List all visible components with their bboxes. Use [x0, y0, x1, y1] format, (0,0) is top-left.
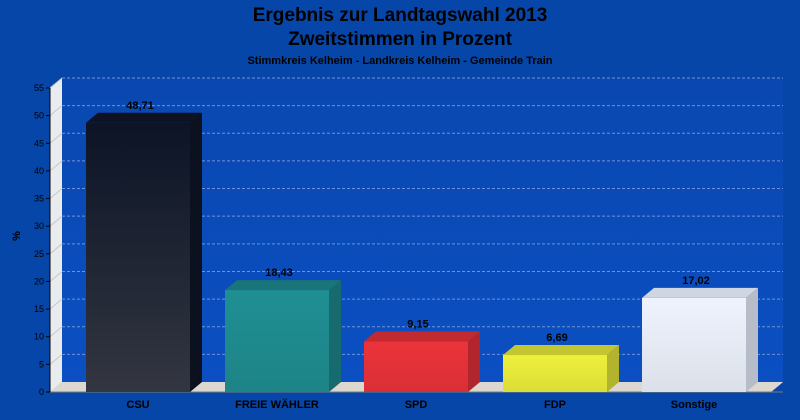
y-tick-label: 15 — [34, 304, 44, 314]
y-tick-label: 10 — [34, 332, 44, 342]
y-tick-label: 50 — [34, 111, 44, 121]
grid-line-side — [49, 188, 63, 199]
bar-side — [190, 112, 202, 393]
x-tick-label: Sonstige — [671, 399, 717, 411]
y-axis: 0 5 10 15 20 25 30 35 40 45 50 55 — [34, 83, 51, 397]
bars: 48,71 18,43 9,15 6,69 17,02 — [86, 100, 758, 393]
x-tick-label: FDP — [544, 399, 566, 411]
grid-line-side — [49, 298, 63, 310]
bar-top — [503, 345, 619, 356]
bar — [225, 280, 341, 392]
bar — [86, 112, 202, 393]
bar-front — [86, 122, 190, 393]
bar-side — [607, 345, 619, 392]
chart-title: Ergebnis zur Landtagswahl 2013 — [252, 5, 548, 26]
y-tick-label: 20 — [34, 276, 44, 286]
y-tick-label: 0 — [39, 387, 44, 397]
bar-front — [503, 355, 607, 392]
bar-top — [225, 280, 341, 291]
bar-side — [329, 280, 341, 392]
bar-front — [642, 297, 746, 392]
bar-side — [468, 331, 480, 392]
grid-line-side — [49, 77, 63, 89]
grid-line-side — [49, 271, 63, 282]
bar-value-label: 17,02 — [682, 275, 710, 287]
y-tick-label: 40 — [34, 166, 44, 176]
grid-line-side — [49, 243, 63, 255]
bar-top — [86, 112, 202, 123]
bar-side — [746, 287, 758, 392]
bar-front — [225, 290, 329, 392]
bar-value-label: 18,43 — [265, 267, 293, 279]
chart-caption: Stimmkreis Kelheim - Landkreis Kelheim -… — [247, 55, 553, 67]
y-tick-label: 30 — [34, 221, 44, 231]
x-axis: CSU FREIE WÄHLER SPD FDP Sonstige — [126, 398, 717, 411]
y-tick-label: 5 — [39, 359, 44, 369]
y-tick-label: 25 — [34, 249, 44, 259]
grid-line-side — [49, 132, 63, 144]
grid-line-side — [49, 353, 63, 365]
bar — [364, 331, 480, 392]
plot-side-wall — [50, 78, 62, 392]
x-tick-label: CSU — [126, 399, 149, 411]
bar-front — [364, 341, 468, 392]
bar-value-label: 48,71 — [126, 100, 154, 112]
chart-subtitle: Zweitstimmen in Prozent — [288, 29, 512, 50]
bar-top — [364, 331, 480, 342]
y-tick-label: 45 — [34, 138, 44, 148]
bar-value-label: 9,15 — [407, 318, 428, 330]
bar — [503, 345, 619, 392]
bar — [642, 287, 758, 392]
grid-line-side — [49, 160, 63, 172]
x-tick-label: SPD — [405, 399, 428, 411]
x-tick-label: FREIE WÄHLER — [235, 398, 319, 411]
grid-line-side — [49, 215, 63, 227]
y-tick-label: 35 — [34, 194, 44, 204]
y-tick-label: 55 — [34, 83, 44, 93]
y-axis-label: % — [11, 231, 23, 241]
bar-value-label: 6,69 — [546, 332, 567, 344]
grid-line-side — [49, 326, 63, 338]
bar-top — [642, 287, 758, 298]
grid-line-side — [49, 105, 63, 117]
